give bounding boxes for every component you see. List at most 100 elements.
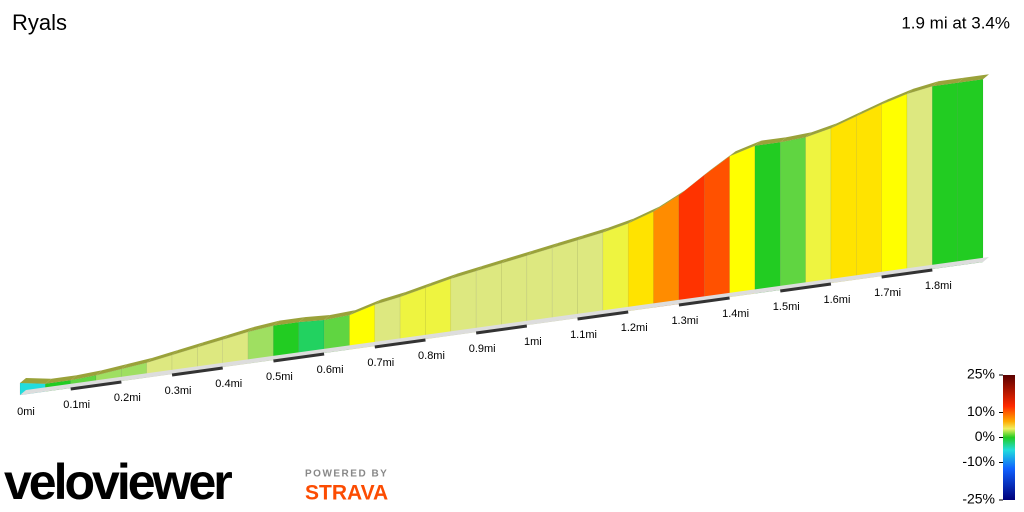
x-tick-label: 1.5mi bbox=[773, 301, 800, 313]
segment bbox=[627, 211, 654, 312]
segment bbox=[957, 78, 984, 266]
segment bbox=[805, 127, 832, 287]
tick-mark bbox=[273, 352, 325, 363]
segment-top bbox=[273, 317, 305, 326]
segment-top bbox=[805, 123, 837, 138]
x-tick-label: 1.7mi bbox=[874, 287, 901, 299]
x-tick-label: 1mi bbox=[524, 336, 542, 348]
chart-title: Ryals bbox=[12, 10, 67, 35]
segment-top bbox=[856, 99, 888, 117]
segment bbox=[374, 296, 401, 347]
base bbox=[20, 257, 989, 395]
colorbar-label: -25% bbox=[962, 491, 995, 507]
segment bbox=[450, 270, 477, 336]
segment-top bbox=[222, 326, 255, 340]
segment-top bbox=[248, 320, 280, 332]
segment-top bbox=[146, 350, 179, 363]
color-bar bbox=[1003, 375, 1015, 500]
segment-top bbox=[780, 132, 812, 143]
x-tick-label: 0.8mi bbox=[418, 350, 445, 362]
x-tick-label: 0.5mi bbox=[266, 371, 293, 383]
segment-top bbox=[197, 334, 229, 348]
colorbar-label: 0% bbox=[975, 428, 995, 444]
segment-top bbox=[450, 266, 483, 279]
powered-by: POWERED BY bbox=[305, 469, 388, 480]
segment-top bbox=[704, 151, 736, 176]
segment-top bbox=[400, 282, 432, 297]
tick-mark bbox=[780, 282, 832, 293]
segment bbox=[754, 141, 781, 294]
x-tick-label: 0.4mi bbox=[215, 378, 242, 390]
colorbar-label: 10% bbox=[967, 403, 995, 419]
colorbar-label: 25% bbox=[967, 366, 995, 382]
segment-top bbox=[70, 370, 103, 381]
segment bbox=[399, 287, 426, 343]
segment-top bbox=[653, 190, 685, 212]
segment bbox=[678, 174, 705, 305]
segment-top bbox=[678, 170, 711, 196]
segment bbox=[830, 115, 857, 284]
segment-top bbox=[324, 310, 356, 320]
segment bbox=[526, 247, 553, 326]
segment bbox=[881, 93, 908, 277]
tick-mark bbox=[881, 268, 933, 279]
segment-top bbox=[906, 81, 939, 94]
segment-top bbox=[552, 235, 584, 248]
tick-mark bbox=[475, 324, 528, 335]
segment-top bbox=[20, 378, 52, 384]
tick-mark bbox=[374, 338, 426, 349]
segment-top bbox=[729, 140, 761, 157]
segment-top bbox=[628, 206, 660, 224]
segment-top bbox=[476, 258, 508, 271]
x-tick-label: 1.2mi bbox=[621, 322, 648, 334]
x-tick-label: 1.4mi bbox=[722, 308, 749, 320]
segment bbox=[856, 104, 882, 280]
segment-top bbox=[298, 315, 331, 323]
x-tick-label: 0.7mi bbox=[367, 357, 394, 369]
tick-mark bbox=[70, 380, 122, 391]
x-tick-label: 1.3mi bbox=[671, 315, 698, 327]
segment-top bbox=[602, 218, 635, 233]
segment-top bbox=[830, 111, 863, 129]
x-tick-label: 1.6mi bbox=[823, 294, 850, 306]
segment bbox=[577, 232, 604, 319]
segment bbox=[475, 262, 502, 333]
segment-top bbox=[96, 364, 128, 376]
segment-top bbox=[349, 299, 381, 316]
segment bbox=[551, 239, 578, 322]
segment bbox=[425, 278, 452, 340]
logo: veloviewer bbox=[4, 454, 232, 510]
segment-top bbox=[45, 375, 77, 384]
x-tick-label: 0.2mi bbox=[114, 392, 141, 404]
tick-mark bbox=[171, 366, 223, 377]
x-tick-label: 1.1mi bbox=[570, 329, 597, 341]
strava-logo: STRAVA bbox=[305, 482, 388, 505]
segment-top bbox=[881, 88, 913, 105]
segment-top bbox=[121, 357, 153, 369]
tick-mark bbox=[577, 310, 629, 321]
segment bbox=[906, 85, 933, 273]
segment-top bbox=[425, 273, 457, 288]
segment bbox=[501, 255, 528, 329]
colorbar-label: -10% bbox=[962, 453, 995, 469]
x-tick-label: 0.6mi bbox=[317, 364, 344, 376]
segment-top bbox=[501, 250, 533, 264]
segment-top bbox=[957, 74, 989, 83]
segment-top bbox=[172, 342, 204, 355]
segment bbox=[780, 136, 806, 291]
segment-top bbox=[932, 77, 964, 87]
x-tick-label: 0.1mi bbox=[63, 399, 90, 411]
segment-top bbox=[754, 137, 787, 146]
x-tick-label: 0mi bbox=[17, 406, 35, 418]
segment bbox=[729, 145, 756, 298]
x-tick-label: 0.9mi bbox=[469, 343, 496, 355]
segment-top bbox=[526, 242, 559, 256]
segment bbox=[703, 155, 730, 301]
segment-top bbox=[577, 227, 609, 241]
segment bbox=[602, 223, 629, 315]
x-tick-label: 0.3mi bbox=[165, 385, 192, 397]
segment bbox=[653, 194, 680, 308]
segment-top bbox=[374, 291, 407, 305]
tick-mark bbox=[678, 296, 730, 307]
